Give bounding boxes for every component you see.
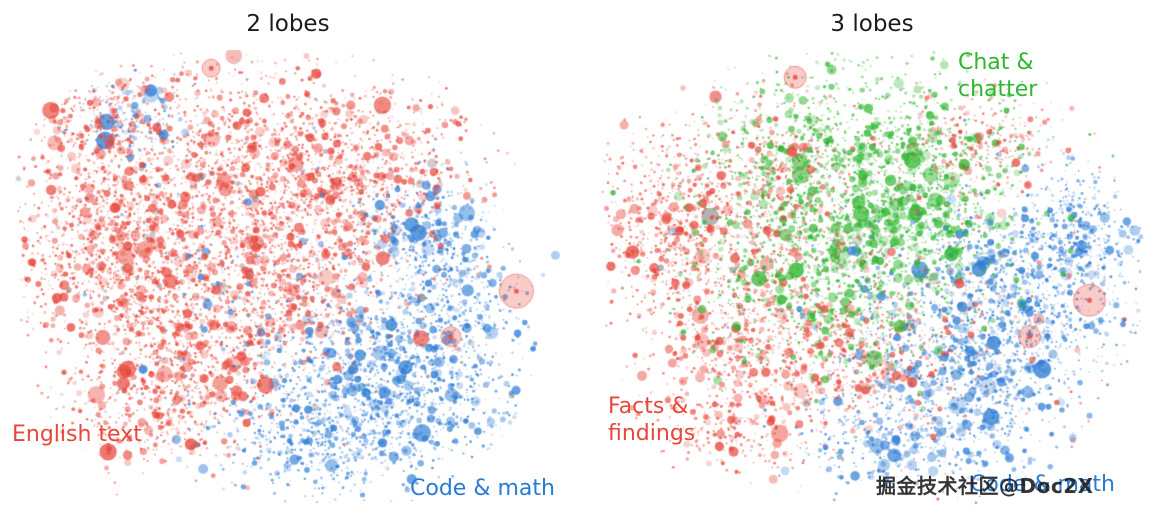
label-code-math: Code & math (970, 472, 1115, 497)
panel-3-lobes: 3 lobes Chat & chatter Facts & findings … (592, 6, 1152, 512)
label-english-text: English text (12, 422, 142, 447)
scatter-plot-2-lobes (15, 50, 560, 505)
scatter-plot-3-lobes (599, 50, 1144, 505)
label-chat-chatter: Chat & chatter (958, 50, 1038, 102)
label-facts-findings: Facts & findings (608, 394, 696, 446)
label-code-math: Code & math (410, 476, 555, 501)
panel-3-lobes-title: 3 lobes (830, 11, 914, 37)
panel-2-lobes: 2 lobes English text Code & math (8, 6, 568, 512)
panel-2-lobes-title: 2 lobes (246, 11, 330, 37)
watermark-text: 掘金技术社区@Doc2X (876, 474, 1094, 498)
